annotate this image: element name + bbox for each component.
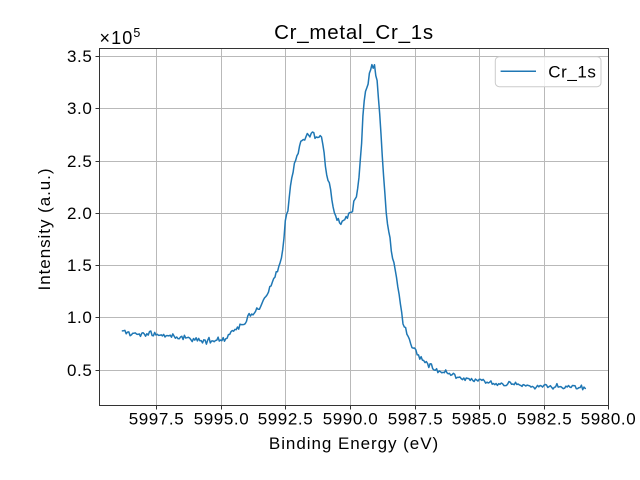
svg-text:1.5: 1.5 — [67, 256, 92, 275]
svg-text:5985.0: 5985.0 — [452, 410, 508, 429]
svg-text:2.5: 2.5 — [67, 152, 92, 171]
svg-text:×105: ×105 — [100, 26, 142, 48]
svg-text:5990.0: 5990.0 — [323, 410, 379, 429]
svg-text:5987.5: 5987.5 — [388, 410, 444, 429]
svg-text:1.0: 1.0 — [67, 308, 92, 327]
svg-text:Cr_metal_Cr_1s: Cr_metal_Cr_1s — [274, 21, 434, 44]
svg-text:Binding Energy (eV): Binding Energy (eV) — [269, 434, 439, 453]
svg-text:Cr_1s: Cr_1s — [548, 62, 596, 81]
svg-text:0.5: 0.5 — [67, 361, 92, 380]
svg-text:5980.0: 5980.0 — [581, 410, 637, 429]
svg-text:3.0: 3.0 — [67, 99, 92, 118]
svg-text:5992.5: 5992.5 — [258, 410, 314, 429]
svg-text:5995.0: 5995.0 — [194, 410, 250, 429]
svg-text:5982.5: 5982.5 — [517, 410, 573, 429]
svg-text:2.0: 2.0 — [67, 204, 92, 223]
svg-text:3.5: 3.5 — [67, 47, 92, 66]
svg-text:5997.5: 5997.5 — [129, 410, 185, 429]
svg-text:Intensity (a.u.): Intensity (a.u.) — [35, 168, 54, 291]
